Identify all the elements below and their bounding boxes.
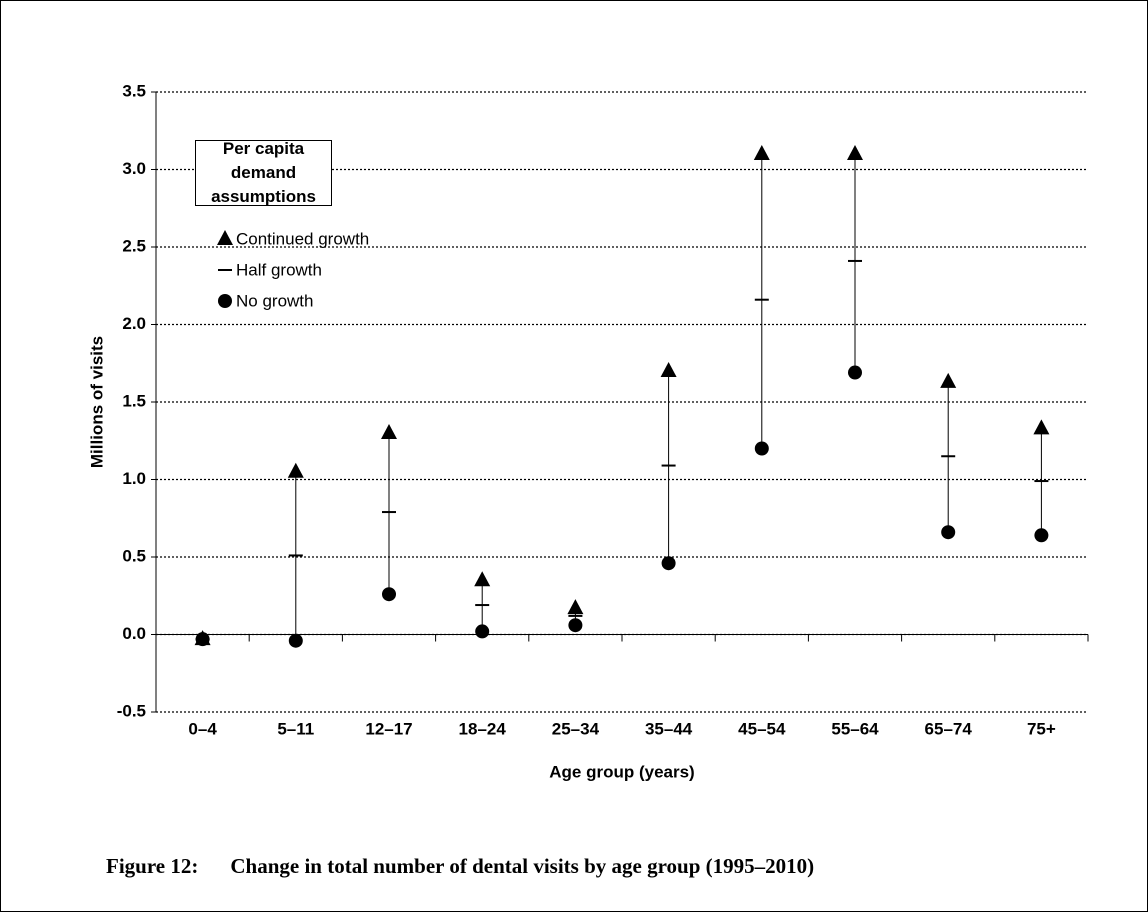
x-tick-label: 12–17 [365,719,412,738]
marker-circle [754,441,769,456]
x-tick-label: 18–24 [459,719,507,738]
x-tick-label: 45–54 [738,719,786,738]
legend-title: Per capita demand assumptions [195,139,332,206]
legend-marker [218,294,232,308]
y-tick-label: 3.5 [122,81,146,100]
caption-text: Change in total number of dental visits … [230,854,815,878]
marker-triangle [847,145,863,160]
x-tick-label: 0–4 [188,719,217,738]
legend-label: Continued growth [236,229,369,248]
marker-triangle [474,571,491,587]
y-tick-label: 0.0 [122,624,146,643]
marker-triangle [940,372,957,388]
y-tick-label: 3.0 [122,159,146,178]
caption: Figure 12: Change in total number of dent… [106,854,814,879]
x-tick-label: 25–34 [552,719,600,738]
x-axis-title: Age group (years) [549,762,694,781]
legend-marker [217,230,233,245]
y-tick-label: 0.5 [122,546,146,565]
x-tick-label: 55–64 [831,719,879,738]
marker-triangle [567,599,584,615]
y-tick-label: -0.5 [117,701,146,720]
marker-triangle [753,145,770,160]
marker-circle [568,618,583,633]
marker-circle [848,365,862,380]
marker-circle [195,632,210,647]
x-tick-label: 75+ [1027,719,1056,738]
y-tick-label: 1.0 [122,469,146,488]
marker-circle [475,624,490,639]
x-tick-label: 35–44 [645,719,693,738]
legend-label: Half growth [236,260,322,279]
marker-triangle [287,462,304,478]
marker-circle [661,556,676,571]
marker-circle [941,525,956,540]
y-tick-label: 1.5 [122,391,146,410]
caption-label: Figure 12: [106,854,199,878]
marker-circle [1034,528,1049,543]
marker-circle [382,587,396,602]
y-tick-label: 2.0 [122,314,146,333]
marker-triangle [381,424,397,439]
legend-label: No growth [236,291,313,310]
marker-triangle [660,362,677,377]
marker-triangle [1033,419,1050,435]
y-tick-label: 2.5 [122,236,146,255]
y-axis-title: Millions of visits [87,336,106,468]
x-tick-label: 5–11 [277,719,314,738]
x-tick-label: 65–74 [925,719,973,738]
marker-circle [288,633,303,648]
